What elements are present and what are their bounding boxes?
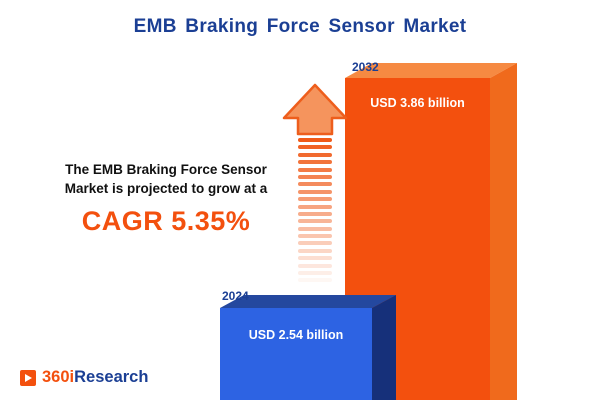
bar-2024-front-face — [220, 308, 372, 400]
annotation-line-2: Market is projected to grow at a — [64, 181, 268, 196]
arrow-dash — [298, 197, 332, 202]
logo-text-research: Research — [74, 368, 149, 386]
arrow-dash — [298, 226, 332, 231]
bar-2024-side-face — [372, 295, 396, 400]
arrow-dash — [298, 211, 332, 216]
growth-arrow — [280, 82, 350, 286]
bar-2032-top-face — [345, 63, 517, 78]
arrow-dashed-stem — [298, 138, 332, 283]
category-label-2024: 2024 — [222, 289, 249, 303]
logo-text: 360iResearch — [42, 368, 148, 387]
arrow-dash — [298, 167, 332, 172]
arrow-dash — [298, 278, 332, 283]
arrow-dash — [298, 174, 332, 179]
arrow-dash — [298, 152, 332, 157]
arrow-dash — [298, 145, 332, 150]
arrow-up-icon — [282, 83, 348, 136]
arrow-dash — [298, 219, 332, 224]
logo-square-icon — [20, 369, 36, 386]
arrow-dash — [298, 138, 332, 142]
arrow-dash — [298, 182, 332, 187]
arrow-dash — [298, 263, 332, 268]
bar-value-2032: USD 3.86 billion — [370, 96, 465, 110]
annotation-block: The EMB Braking Force Sensor Market is p… — [10, 160, 322, 237]
bar-2024-top-face — [220, 295, 396, 308]
arrow-dash — [298, 248, 332, 253]
annotation-line-1: The EMB Braking Force Sensor — [65, 162, 267, 177]
bar-2032-side-face — [490, 63, 517, 400]
arrow-dash — [298, 271, 332, 276]
arrow-dash — [298, 204, 332, 209]
chart-title: EMB Braking Force Sensor Market — [133, 16, 467, 37]
arrow-dash — [298, 241, 332, 246]
arrow-dash — [298, 234, 332, 239]
bar-value-2024: USD 2.54 billion — [248, 328, 344, 342]
logo: 360iResearch — [20, 368, 148, 387]
cagr-value: CAGR 5.35% — [81, 206, 251, 236]
arrow-dash — [298, 189, 332, 194]
arrow-dash — [298, 160, 332, 165]
arrow-dash — [298, 256, 332, 261]
category-label-2032: 2032 — [352, 60, 379, 74]
logo-text-360i: 360i — [42, 368, 75, 386]
